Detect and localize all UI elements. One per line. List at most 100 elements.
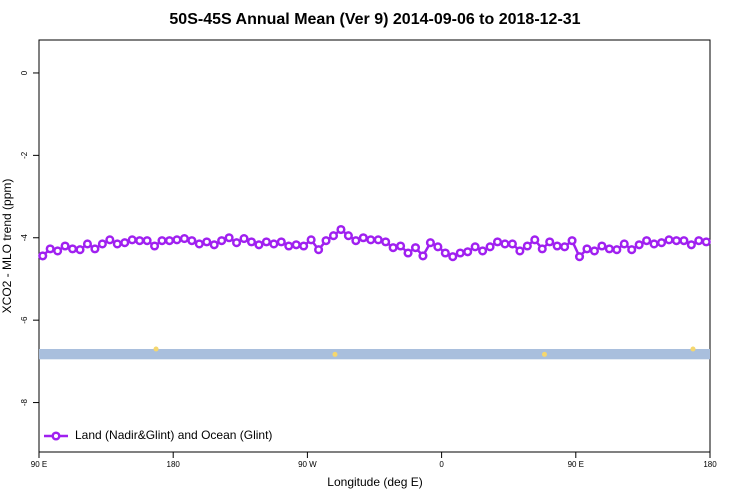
data-point <box>522 241 532 251</box>
y-tick-label: -4 <box>20 234 29 242</box>
data-point <box>410 243 421 253</box>
data-point <box>291 240 301 250</box>
data-point <box>314 245 324 255</box>
land-point <box>153 346 159 352</box>
data-point <box>701 237 711 247</box>
data-point <box>60 241 70 251</box>
data-point <box>209 240 219 250</box>
data-point <box>179 234 189 244</box>
data-point <box>686 240 696 250</box>
x-tick-label: 0 <box>439 460 444 469</box>
data-point <box>545 237 555 247</box>
band <box>39 349 710 360</box>
data-point <box>470 242 480 252</box>
data-point <box>530 235 540 245</box>
y-tick-label: -8 <box>20 398 29 406</box>
data-point <box>634 240 644 250</box>
data-point <box>187 236 197 246</box>
x-tick-label: 90 W <box>298 460 317 469</box>
data-point <box>433 242 443 252</box>
data-point <box>336 224 346 235</box>
data-point <box>589 246 599 256</box>
data-point <box>172 235 182 245</box>
data-point <box>455 248 465 258</box>
y-tick-label: -6 <box>20 316 29 324</box>
x-tick-label: 90 E <box>568 460 584 469</box>
data-point <box>679 236 689 246</box>
land-point <box>541 351 547 357</box>
chart-title: 50S-45S Annual Mean (Ver 9) 2014-09-06 t… <box>169 11 580 28</box>
land-point <box>332 351 338 357</box>
data-point <box>612 245 622 255</box>
data-point <box>396 241 406 251</box>
data-point <box>492 237 503 247</box>
legend-marker <box>51 431 61 441</box>
x-axis-label: Longitude (deg E) <box>327 475 422 489</box>
data-point <box>75 245 85 255</box>
data-point <box>582 244 592 254</box>
data-point <box>604 244 614 254</box>
data-point <box>68 244 78 254</box>
data-point <box>82 239 93 249</box>
data-point <box>261 237 271 247</box>
data-point <box>440 248 450 258</box>
data-point <box>388 243 398 253</box>
data-point <box>560 242 570 252</box>
data-point <box>284 241 294 251</box>
data-point <box>328 231 339 241</box>
data-point <box>306 235 316 245</box>
data-point <box>507 239 517 249</box>
x-tick-label: 180 <box>167 460 181 469</box>
data-point <box>276 237 286 247</box>
data-point <box>403 248 413 258</box>
data-point <box>478 246 488 256</box>
data-point <box>53 246 63 256</box>
data-point <box>619 239 629 249</box>
data-point <box>127 235 137 245</box>
data-point <box>105 235 115 245</box>
data-point <box>246 237 257 247</box>
data-point <box>321 236 331 246</box>
y-tick-label: 0 <box>20 70 29 75</box>
data-point <box>224 233 234 243</box>
data-point <box>299 241 309 251</box>
data-point <box>202 237 212 247</box>
y-axis-label: XCO2 - MLO trend (ppm) <box>0 179 14 314</box>
data-point <box>90 244 100 254</box>
data-point <box>485 242 495 252</box>
data-point <box>567 236 577 246</box>
data-point <box>164 236 175 246</box>
data-point <box>45 244 55 254</box>
data-point <box>448 252 458 262</box>
data-point <box>597 241 607 251</box>
land-point <box>690 346 696 352</box>
data-point <box>232 238 242 248</box>
data-point <box>671 236 682 246</box>
data-point <box>381 237 391 247</box>
data-point <box>343 231 353 241</box>
data-point <box>358 233 368 243</box>
y-tick-label: -2 <box>20 151 29 159</box>
data-point <box>552 241 562 251</box>
data-point <box>649 239 659 249</box>
data-point <box>642 236 652 246</box>
data-point <box>694 236 704 246</box>
data-point <box>217 236 227 246</box>
x-tick-label: 90 E <box>31 460 47 469</box>
data-point <box>135 236 145 246</box>
data-point <box>112 239 122 249</box>
data-point <box>366 235 376 245</box>
data-point <box>194 239 204 249</box>
data-point <box>500 239 510 249</box>
data-point <box>373 235 383 245</box>
data-point <box>627 245 637 255</box>
data-point <box>351 236 361 246</box>
data-point <box>142 236 152 246</box>
x-tick-label: 180 <box>703 460 717 469</box>
plot-frame <box>38 39 711 453</box>
data-point <box>418 251 428 261</box>
data-point <box>239 234 249 244</box>
data-point <box>537 244 547 254</box>
data-point <box>150 241 160 251</box>
